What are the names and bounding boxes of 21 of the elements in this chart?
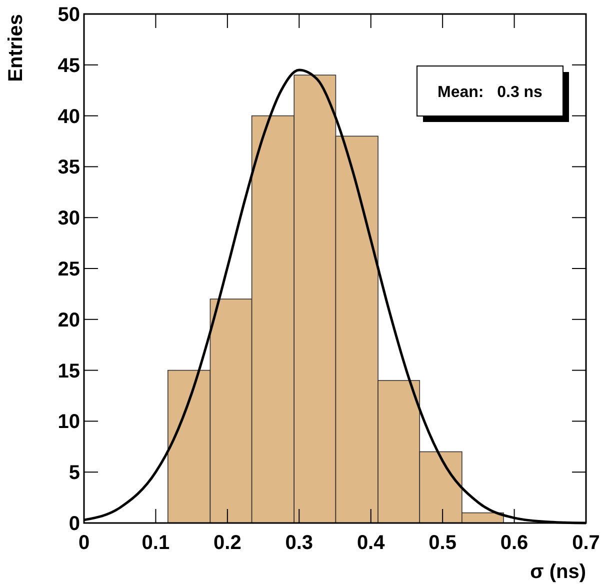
y-tick-label: 45 xyxy=(58,54,80,77)
x-tick-label: 0.7 xyxy=(572,532,600,554)
x-tick-label: 0.2 xyxy=(214,532,242,554)
y-tick-label: 40 xyxy=(58,106,80,128)
y-tick-label: 0 xyxy=(68,513,80,535)
y-tick-label: 10 xyxy=(58,411,80,434)
x-tick-label: 0.1 xyxy=(142,532,170,554)
annotation: Mean: 0.3 ns xyxy=(438,84,543,101)
x-tick-label: 0.4 xyxy=(356,532,386,554)
y-tick-label: 30 xyxy=(58,208,80,230)
x-axis-title: σ (ns) xyxy=(530,561,586,583)
y-axis-title: Entries xyxy=(5,14,27,82)
y-tick-label: 35 xyxy=(58,156,80,179)
x-tick-label: 0.6 xyxy=(500,532,528,554)
y-tick-label: 50 xyxy=(58,4,80,26)
y-tick-label: 25 xyxy=(58,258,80,280)
y-tick-label: 15 xyxy=(58,360,80,382)
x-tick-label: 0.3 xyxy=(285,532,314,554)
x-tick-label: 0.5 xyxy=(428,532,456,554)
y-tick-label: 20 xyxy=(58,309,80,332)
y-tick-label: 5 xyxy=(68,462,80,484)
